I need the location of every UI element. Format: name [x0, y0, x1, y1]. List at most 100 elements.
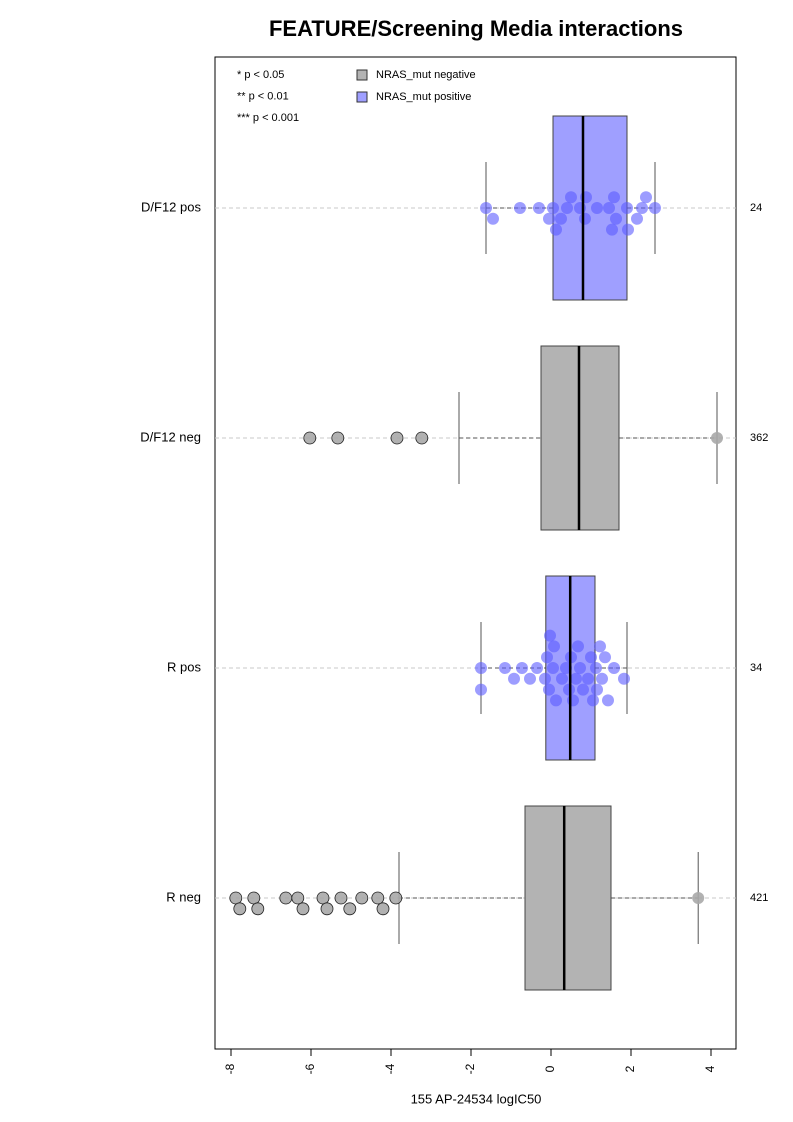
data-point	[621, 202, 633, 214]
x-tick-label: 2	[623, 1065, 637, 1072]
data-point	[516, 662, 528, 674]
data-point	[229, 891, 243, 905]
data-point	[622, 223, 634, 236]
y-tick-label: R neg	[166, 889, 201, 904]
data-point	[514, 202, 526, 214]
legend-swatch	[356, 69, 368, 81]
data-point	[316, 891, 330, 905]
data-point	[561, 202, 573, 214]
data-point	[543, 212, 555, 225]
x-tick-label: 0	[543, 1065, 557, 1072]
data-point	[279, 891, 293, 905]
data-point	[541, 651, 553, 664]
data-point	[296, 902, 310, 916]
y-tick-label: D/F12 neg	[140, 429, 201, 444]
data-point	[591, 683, 603, 696]
count-label: 421	[750, 892, 768, 904]
data-point	[508, 672, 520, 685]
data-point	[570, 672, 582, 685]
x-tick-label: -8	[223, 1063, 237, 1074]
data-point	[606, 223, 618, 236]
x-tick-label: -6	[303, 1063, 317, 1074]
data-point	[577, 683, 589, 696]
data-point	[556, 672, 568, 685]
data-point	[608, 191, 620, 204]
data-point	[303, 431, 317, 445]
data-point	[587, 694, 599, 707]
legend-label: NRAS_mut negative	[376, 69, 476, 81]
count-label: 24	[750, 202, 762, 214]
data-point	[550, 223, 562, 236]
data-point	[475, 662, 487, 674]
data-point	[524, 672, 536, 685]
annotation: * p < 0.05	[237, 69, 284, 81]
data-point	[480, 202, 492, 214]
y-tick-label: R pos	[167, 659, 201, 674]
annotation: ** p < 0.01	[237, 90, 289, 102]
data-point	[376, 902, 390, 916]
data-point	[567, 694, 579, 707]
x-tick-label: -4	[383, 1063, 397, 1074]
data-point	[591, 202, 603, 214]
x-tick-label: -2	[463, 1063, 477, 1074]
data-point	[233, 902, 247, 916]
data-point	[594, 640, 606, 653]
annotation: *** p < 0.001	[237, 112, 299, 124]
x-axis-label: 155 AP-24534 logIC50	[411, 1091, 542, 1106]
data-point	[547, 662, 559, 674]
data-point	[544, 629, 556, 642]
data-point	[610, 212, 622, 225]
data-point	[636, 202, 648, 214]
legend-swatch	[356, 91, 368, 103]
data-point	[543, 683, 555, 696]
data-point	[631, 212, 643, 225]
data-point	[390, 431, 404, 445]
data-point	[320, 902, 334, 916]
data-point	[618, 672, 630, 685]
data-point	[572, 640, 584, 653]
data-point	[599, 651, 611, 664]
data-point	[487, 212, 499, 225]
data-point	[603, 202, 615, 214]
data-point	[371, 891, 385, 905]
data-point	[711, 432, 723, 444]
data-point	[585, 651, 597, 664]
x-tick-label: 4	[703, 1065, 717, 1072]
data-point	[602, 694, 614, 707]
legend-label: NRAS_mut positive	[376, 91, 471, 103]
chart-title: FEATURE/Screening Media interactions	[269, 16, 683, 41]
data-point	[555, 212, 567, 225]
data-point	[343, 902, 357, 916]
y-tick-label: D/F12 pos	[141, 199, 201, 214]
data-point	[415, 431, 429, 445]
data-point	[291, 891, 305, 905]
count-label: 362	[750, 432, 768, 444]
data-point	[334, 891, 348, 905]
data-point	[640, 191, 652, 204]
data-point	[531, 662, 543, 674]
data-point	[649, 202, 661, 214]
data-point	[692, 892, 705, 904]
data-point	[582, 672, 594, 685]
data-point	[475, 683, 487, 696]
data-point	[547, 202, 559, 214]
data-point	[565, 191, 577, 204]
data-point	[499, 662, 511, 674]
data-point	[533, 202, 545, 214]
data-point	[590, 662, 602, 674]
data-point	[247, 891, 261, 905]
data-point	[389, 891, 403, 905]
data-point	[579, 212, 591, 225]
data-point	[355, 891, 369, 905]
count-label: 34	[750, 662, 762, 674]
data-point	[608, 662, 620, 674]
data-point	[574, 662, 586, 674]
data-point	[550, 694, 562, 707]
data-point	[331, 431, 345, 445]
data-point	[539, 672, 551, 685]
data-point	[251, 902, 265, 916]
data-point	[596, 672, 608, 685]
box	[524, 805, 612, 991]
data-point	[548, 640, 560, 653]
